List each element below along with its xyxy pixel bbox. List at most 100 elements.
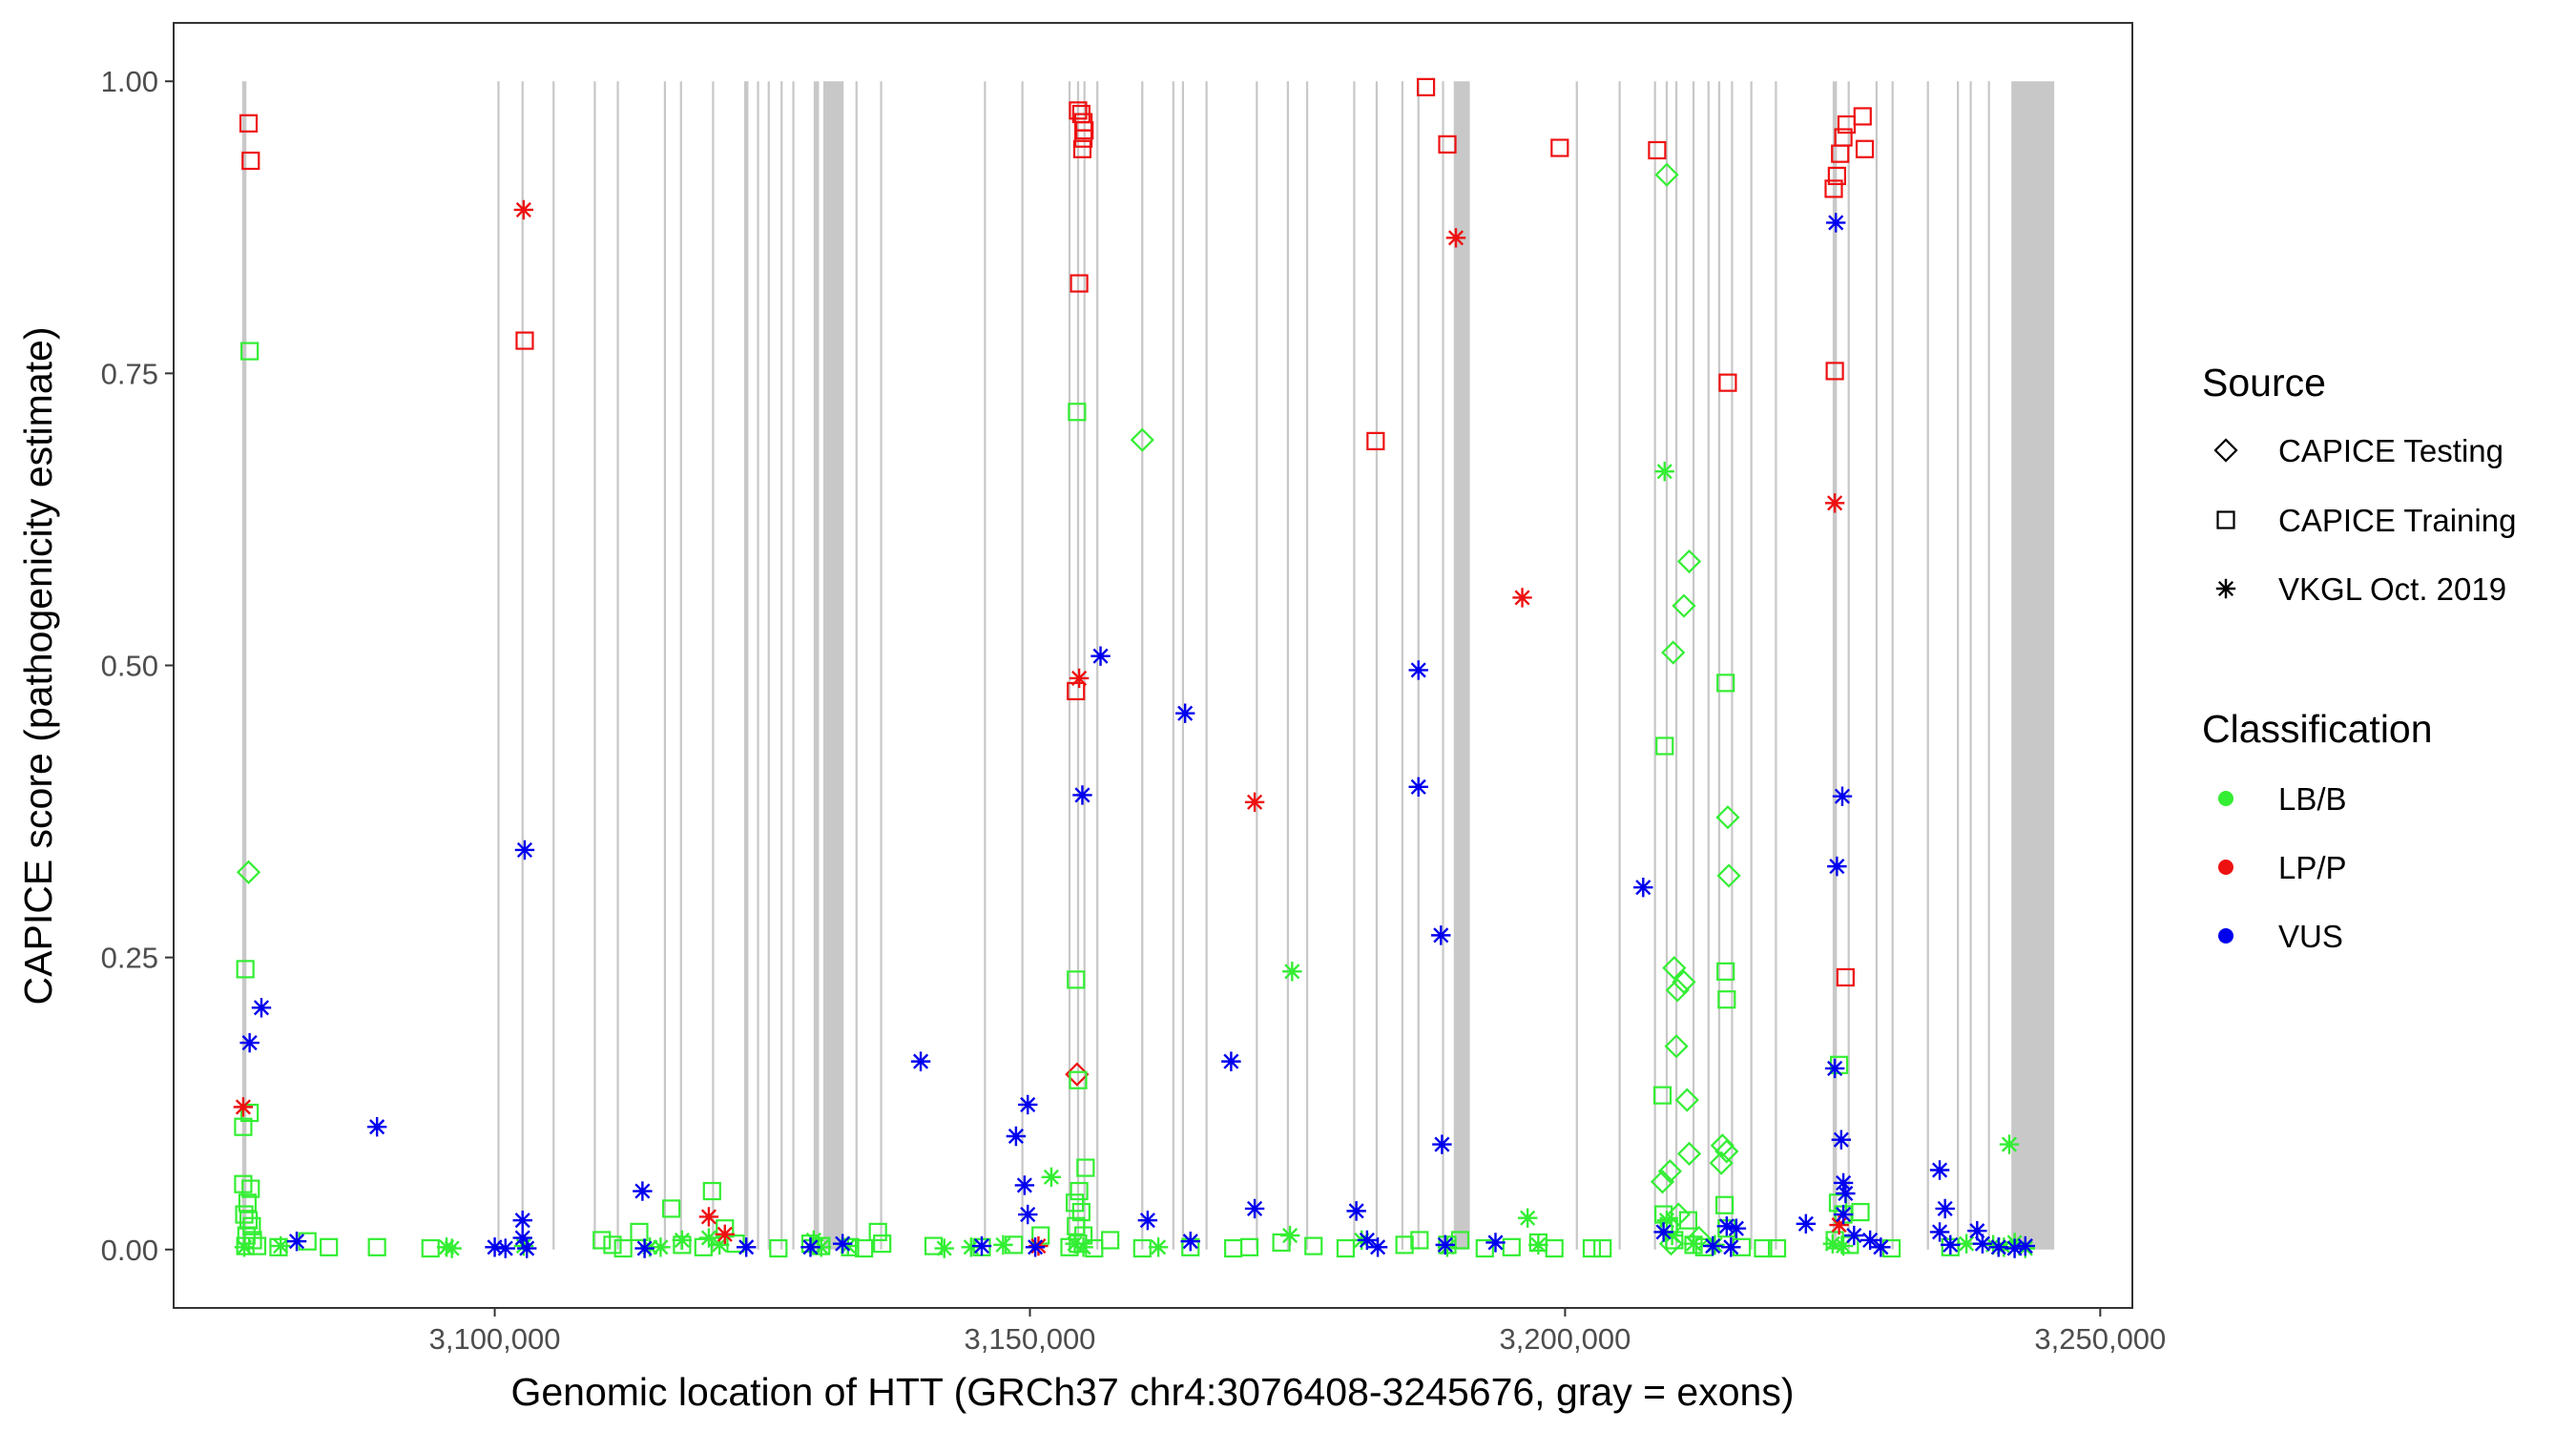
marker-star (1357, 1230, 1378, 1251)
marker-star (1967, 1220, 1987, 1241)
exon-band (1847, 81, 1850, 1250)
marker-square (1069, 101, 1088, 120)
data-point (630, 1222, 649, 1242)
data-point (961, 1237, 981, 1257)
data-point (1435, 1234, 1455, 1255)
marker-square (1072, 139, 1092, 158)
data-point (485, 1237, 505, 1257)
data-point (1831, 1130, 1852, 1150)
data-point (1824, 493, 1845, 513)
exon-band (1068, 81, 1071, 1250)
data-point (1073, 129, 1093, 148)
data-point (1683, 1234, 1704, 1254)
data-point (1827, 166, 1846, 186)
data-point (1593, 1238, 1612, 1258)
data-point (1502, 1237, 1521, 1256)
data-point (286, 1232, 307, 1252)
data-point (1851, 1202, 1870, 1222)
legend-class-key (2218, 860, 2233, 875)
data-point (1018, 1094, 1038, 1115)
legend-source-key (2215, 578, 2236, 599)
data-point (736, 1237, 757, 1257)
data-point (1715, 805, 1740, 830)
marker-square (868, 1222, 887, 1242)
data-point (1941, 1234, 1961, 1255)
marker-star (1432, 1134, 1452, 1154)
marker-diamond (1674, 1088, 1699, 1112)
marker-square (1239, 1237, 1259, 1256)
marker-star (1244, 792, 1265, 812)
marker-star (709, 1234, 730, 1255)
legend-class-title: Classification (2202, 707, 2433, 751)
data-point (1836, 1183, 1856, 1204)
marker-star (1367, 1237, 1388, 1257)
marker-star (442, 1238, 462, 1258)
data-point (662, 1199, 681, 1218)
exon-band (1674, 81, 1678, 1250)
data-point (1767, 1238, 1787, 1258)
data-point (1935, 1198, 1955, 1219)
x-tick-label: 3,250,000 (2034, 1322, 2166, 1356)
marker-diamond (1654, 162, 1679, 187)
marker-star (1941, 1234, 1961, 1255)
data-point (832, 1234, 853, 1254)
marker-square (1076, 1158, 1095, 1177)
data-point (1714, 1139, 1739, 1164)
marker-square (1336, 1238, 1356, 1258)
marker-star (512, 1210, 532, 1231)
marker-square (769, 1238, 788, 1258)
data-point (1825, 362, 1844, 381)
data-point (1073, 1237, 1093, 1257)
data-point (1824, 179, 1843, 198)
marker-diamond (1716, 863, 1741, 888)
exon-band (1926, 81, 1929, 1250)
data-point (1357, 1230, 1378, 1251)
marker-square (1834, 128, 1853, 147)
marker-square (241, 151, 260, 171)
data-point (1014, 1175, 1035, 1195)
data-point (1069, 101, 1088, 120)
data-point (698, 1207, 719, 1227)
data-point (1512, 588, 1532, 608)
exon-band (813, 81, 820, 1250)
marker-star (366, 1117, 387, 1137)
marker-star (1833, 1172, 1854, 1193)
data-point (1988, 1237, 2008, 1257)
exon-band (1717, 81, 1721, 1250)
marker-diamond (1665, 978, 1690, 1003)
marker-star (1244, 1198, 1265, 1219)
marker-star (1091, 646, 1111, 666)
marker-square (2216, 510, 2235, 529)
exon-band (1969, 81, 1972, 1250)
data-point (1071, 1202, 1091, 1222)
marker-star (2015, 1235, 2036, 1256)
marker-star (1517, 1208, 1538, 1228)
marker-square (239, 114, 259, 133)
data-point (1244, 792, 1265, 812)
marker-star (1983, 1234, 2004, 1255)
marker-star (1716, 1216, 1737, 1236)
exon-band (822, 81, 844, 1250)
marker-square (320, 1237, 339, 1256)
marker-star (698, 1207, 719, 1227)
data-point (1239, 1237, 1259, 1256)
marker-square (603, 1235, 622, 1255)
data-point (811, 1237, 831, 1257)
y-tick-label: 0.75 (101, 357, 158, 390)
legend-source-label: VKGL Oct. 2019 (2278, 571, 2506, 607)
data-point (803, 1230, 824, 1251)
marker-star (286, 1232, 307, 1252)
marker-star (1999, 1134, 2020, 1154)
marker-square (1718, 373, 1737, 392)
data-point (694, 1237, 713, 1256)
marker-square (515, 331, 534, 350)
marker-star (1346, 1201, 1366, 1221)
data-point (1137, 1210, 1158, 1231)
exon-band (1832, 81, 1838, 1250)
data-point (1678, 1211, 1698, 1230)
exon-band (1731, 81, 1734, 1250)
marker-star (1827, 856, 1847, 877)
data-point (240, 1103, 260, 1123)
marker-star (1824, 493, 1845, 513)
marker-diamond (1664, 1034, 1689, 1059)
